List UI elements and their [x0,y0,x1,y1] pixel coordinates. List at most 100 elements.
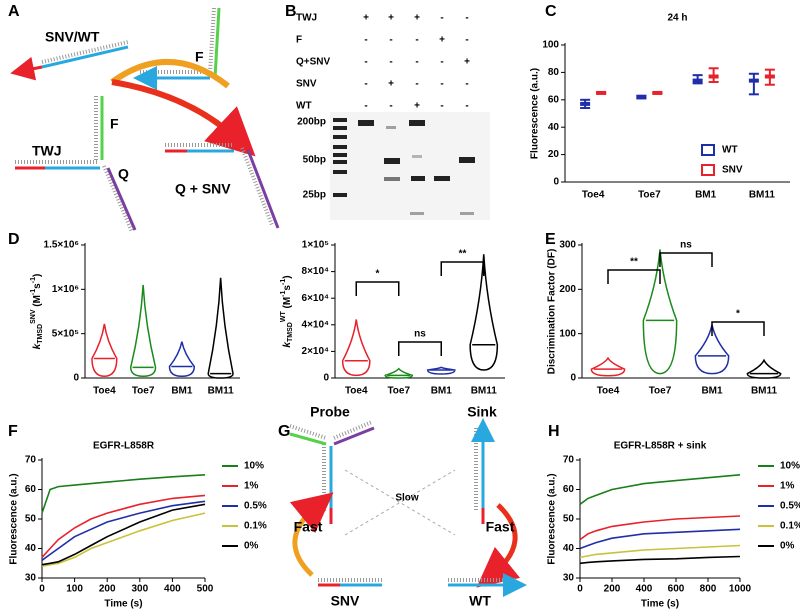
lane-mark: - [389,35,392,46]
median [596,90,607,95]
y-axis-label: Fluorescence (a.u.) [530,68,541,159]
annotation: * [376,269,380,280]
label: Slow [395,493,419,504]
median [708,74,719,79]
label: F [110,116,119,132]
lane-mark: - [465,79,468,90]
y-axis-label: kTMSDSNV (M-1s-1) [30,274,44,350]
x-tick-label: BM11 [208,386,235,397]
lane-mark: - [364,57,367,68]
lane-mark: + [363,13,369,24]
row-label: WT [296,101,312,112]
median [580,101,591,106]
y-tick-label: 50 [25,514,37,525]
row-label: F [296,35,302,46]
bracket [440,261,485,276]
x-tick-label: Toe4 [597,386,620,397]
y-tick-label: 300 [559,240,576,251]
x-tick-label: 200 [604,584,621,595]
legend-label: 1% [244,481,259,492]
annotation: * [736,309,740,320]
violin [207,277,234,379]
lane-mark: + [464,57,470,68]
y-tick-label: 6×10⁴ [302,293,330,304]
y-tick-label: 50 [563,514,575,525]
bands [333,118,475,215]
legend-label: WT [722,145,738,156]
x-axis-label: Time (s) [104,599,142,610]
y-tick-label: 70 [25,455,37,466]
y-tick-label: 200 [559,284,576,295]
arrow [110,59,230,89]
bracket [607,269,661,284]
ladder-label: 50bp [303,155,326,166]
y-axis-label-part: -1 [280,290,287,296]
y-tick-label: 0 [570,373,576,384]
y-tick-label: 100 [559,328,576,339]
lane-mark: + [439,35,445,46]
panel-letter: G [278,423,290,440]
lane-mark: - [440,79,443,90]
label: WT [469,593,491,609]
y-tick-label: 30 [563,573,575,584]
lane-mark: - [465,13,468,24]
line [41,503,206,566]
x-tick-label: 1000 [729,584,752,595]
arrow [289,492,334,577]
median [636,95,647,100]
lane-mark: - [415,35,418,46]
lane-mark: + [414,13,420,24]
strand [15,96,134,233]
y-axis-label-part: ) [32,274,43,277]
label: SNV [331,593,360,609]
violin [384,367,414,379]
x-tick-label: 800 [700,584,717,595]
y-tick-label: 40 [25,543,37,554]
x-tick-label: 0 [577,584,583,595]
y-axis-label-part: (M [282,297,293,311]
lane-mark: - [440,13,443,24]
line [579,528,741,550]
line [579,515,741,541]
x-tick-label: Toe4 [582,190,605,201]
lane-mark: - [440,57,443,68]
row-label: Q+SNV [296,57,331,68]
y-tick-label: 60 [548,94,560,105]
lane-mark: - [465,101,468,112]
x-tick-label: 200 [99,584,116,595]
y-axis-label-part: SNV [30,309,37,324]
y-axis-label-part: k [282,342,293,348]
y-axis-label: Fluorescence (a.u.) [9,473,20,564]
chart-title: 24 h [667,13,687,24]
violin [341,319,371,377]
violin [426,366,456,375]
legend-label: 1% [780,481,795,492]
lane-mark: + [388,13,394,24]
x-tick-label: BM1 [171,386,193,397]
x-tick-label: BM11 [471,386,498,397]
x-tick-label: BM1 [701,386,723,397]
y-axis-label-part: -1 [280,279,287,285]
line [41,494,206,558]
y-axis-label-part: -1 [30,277,37,283]
row-label: SNV [296,79,317,90]
y-tick-label: 8×10⁴ [302,266,330,277]
violin [469,254,499,371]
strand [333,426,375,446]
median [692,78,703,83]
x-tick-label: 100 [66,584,83,595]
y-tick-label: 60 [563,484,575,495]
x-tick-label: BM11 [751,386,778,397]
y-tick-label: 100 [542,40,559,51]
x-tick-label: Toe7 [649,386,672,397]
panel-letter: B [285,3,297,20]
panel-letter: E [545,231,556,248]
annotation: ns [414,329,426,340]
y-tick-label: 0 [73,373,79,384]
lane-mark: - [389,101,392,112]
lane-mark: + [388,79,394,90]
annotation: ** [459,249,467,260]
